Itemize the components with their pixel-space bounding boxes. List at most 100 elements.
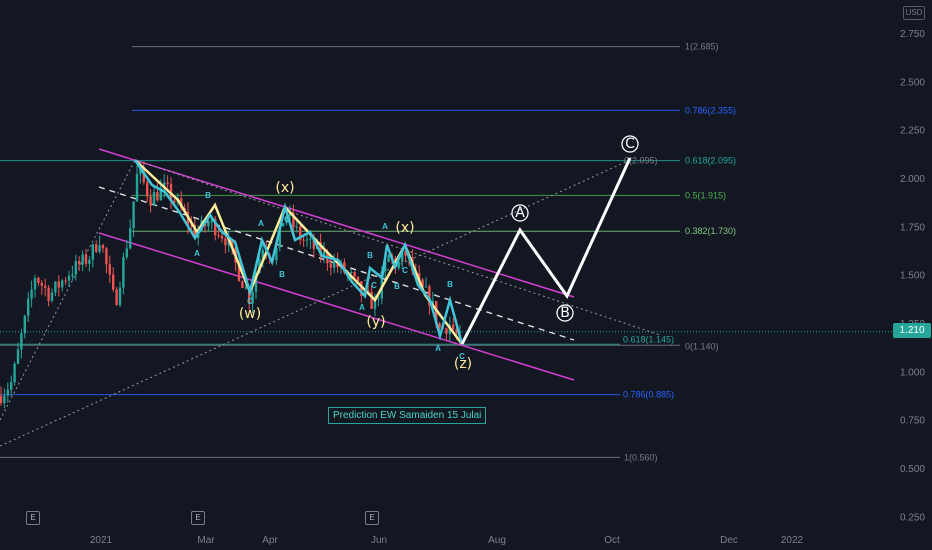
major-wave-label: (z) bbox=[454, 356, 472, 372]
candle-body bbox=[152, 192, 156, 206]
candle-body bbox=[309, 238, 312, 240]
candle-body bbox=[343, 262, 346, 273]
candle-body bbox=[214, 218, 217, 236]
x-tick-label: 2022 bbox=[781, 535, 804, 546]
candle-body bbox=[156, 192, 159, 201]
fib-level-label: 0.382(1.730) bbox=[685, 226, 736, 236]
wave-path-minor bbox=[133, 159, 464, 345]
y-tick-label: 2.000 bbox=[900, 174, 925, 185]
candle-body bbox=[404, 250, 407, 256]
fib-diagonal-line bbox=[0, 159, 631, 447]
candle-body bbox=[224, 238, 227, 246]
candle-body bbox=[37, 277, 40, 283]
candle-body bbox=[74, 260, 77, 275]
scale-badge[interactable]: USD bbox=[903, 6, 925, 20]
fib-level-label: 0.786(2.355) bbox=[685, 105, 736, 115]
candle-body bbox=[295, 226, 298, 228]
x-tick-label: Jun bbox=[371, 535, 387, 546]
fib-level-label: 0.786(0.885) bbox=[623, 390, 674, 400]
candle-body bbox=[384, 261, 387, 272]
candle-body bbox=[64, 280, 67, 282]
fib-level-label: 0.5(1.915) bbox=[685, 190, 726, 200]
candle-body bbox=[217, 235, 220, 237]
candle-body bbox=[40, 282, 43, 286]
wave-path-major bbox=[134, 159, 463, 345]
candle-body bbox=[47, 287, 50, 301]
fib-level-label: 1(0.560) bbox=[624, 452, 658, 462]
candle-body bbox=[237, 262, 241, 282]
candle-body bbox=[16, 349, 20, 364]
candle-body bbox=[108, 264, 111, 275]
minor-wave-label: A bbox=[435, 344, 441, 353]
candle-body bbox=[282, 223, 285, 227]
candle-body bbox=[23, 315, 26, 334]
candle-body bbox=[105, 248, 108, 265]
major-wave-label: (w) bbox=[239, 306, 261, 322]
prediction-wave-label: A bbox=[515, 205, 525, 221]
candle-body bbox=[278, 226, 281, 248]
candle-body bbox=[244, 287, 247, 289]
candle-body bbox=[418, 273, 421, 280]
candle-body bbox=[248, 287, 251, 304]
candle-body bbox=[302, 239, 305, 241]
candle-body bbox=[129, 228, 132, 249]
candle-body bbox=[122, 257, 125, 288]
minor-wave-label: B bbox=[394, 282, 400, 291]
candle-body bbox=[207, 222, 210, 227]
x-tick-label: Aug bbox=[488, 535, 506, 546]
minor-wave-label: C bbox=[247, 297, 253, 306]
candle-body bbox=[292, 212, 295, 228]
candle-body bbox=[373, 299, 377, 309]
minor-wave-label: B bbox=[279, 270, 285, 279]
minor-wave-label: C bbox=[371, 281, 377, 290]
candle-body bbox=[166, 182, 169, 185]
minor-wave-label: A bbox=[258, 219, 264, 228]
major-wave-label: (x) bbox=[275, 180, 294, 196]
candle-body bbox=[3, 395, 6, 404]
candle-body bbox=[397, 262, 400, 268]
event-marker-earnings[interactable]: E bbox=[191, 511, 205, 525]
candle-body bbox=[20, 333, 23, 350]
x-tick-label: Mar bbox=[197, 535, 215, 546]
candle-body bbox=[163, 182, 166, 189]
candle-body bbox=[88, 259, 91, 264]
candle-body bbox=[445, 328, 448, 335]
candle-body bbox=[231, 239, 234, 248]
minor-wave-label: B bbox=[205, 191, 211, 200]
candle-body bbox=[190, 224, 193, 226]
candle-body bbox=[241, 281, 244, 289]
candle-body bbox=[312, 238, 315, 249]
candle-body bbox=[377, 298, 380, 300]
candle-body bbox=[401, 250, 404, 263]
event-marker-earnings[interactable]: E bbox=[365, 511, 379, 525]
candle-body bbox=[57, 281, 60, 288]
candle-body bbox=[101, 245, 105, 249]
channel-upper-line bbox=[98, 148, 575, 298]
minor-wave-label: B bbox=[367, 251, 373, 260]
candle-body bbox=[146, 182, 149, 197]
candle-body bbox=[78, 260, 81, 265]
fibonacci-layer: 1(2.685) 0.786(2.355) 0.618(2.095) 0.5(1.91… bbox=[0, 42, 736, 462]
event-marker-earnings[interactable]: E bbox=[26, 511, 40, 525]
candles-layer bbox=[0, 161, 462, 409]
prediction-annotation[interactable]: Prediction EW Samaiden 15 Julai bbox=[328, 407, 487, 424]
fib-level-label: 0.618(1.145) bbox=[623, 334, 674, 344]
fib-level-label: 0(1.140) bbox=[685, 341, 719, 351]
candle-body bbox=[98, 245, 101, 252]
candle-body bbox=[30, 289, 33, 299]
minor-wave-label: C bbox=[284, 215, 290, 224]
prediction-wave-label: C bbox=[625, 136, 635, 152]
axis-layer: 2.7502.5002.2502.0001.7501.5001.2501.000… bbox=[90, 29, 926, 546]
candle-body bbox=[142, 168, 145, 183]
candle-body bbox=[173, 200, 176, 203]
y-tick-label: 1.000 bbox=[900, 367, 925, 378]
candle-body bbox=[455, 328, 458, 333]
candle-body bbox=[421, 279, 424, 287]
prediction-label-circle bbox=[621, 135, 639, 153]
candle-body bbox=[193, 224, 196, 239]
candle-body bbox=[71, 274, 74, 276]
y-tick-label: 2.500 bbox=[900, 77, 925, 88]
